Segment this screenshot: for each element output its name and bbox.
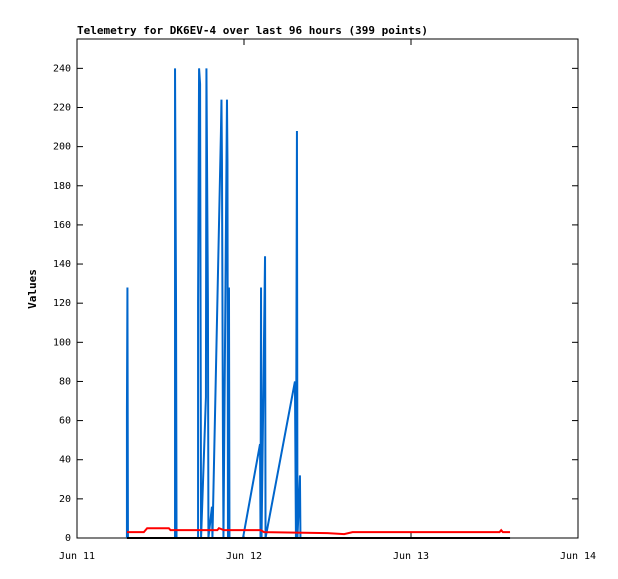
plot-frame xyxy=(76,38,579,539)
y-tick-label: 120 xyxy=(53,298,71,309)
y-tick-label: 60 xyxy=(59,416,71,427)
y-tick-label: 40 xyxy=(59,455,71,466)
y-tick-label: 240 xyxy=(53,63,71,74)
series-line xyxy=(125,68,511,539)
series-line xyxy=(126,527,511,536)
y-tick-label: 160 xyxy=(53,220,71,231)
y-tick-label: 20 xyxy=(59,494,71,505)
chart-title: Telemetry for DK6EV-4 over last 96 hours… xyxy=(77,24,428,37)
y-tick-label: 80 xyxy=(59,376,71,387)
x-tick-label: Jun 13 xyxy=(393,551,429,562)
y-tick-label: 0 xyxy=(65,533,71,544)
y-tick-label: 100 xyxy=(53,337,71,348)
y-tick-label: 180 xyxy=(53,181,71,192)
x-tick-label: Jun 12 xyxy=(226,551,262,562)
y-axis-label: Values xyxy=(26,269,39,309)
y-tick-label: 220 xyxy=(53,102,71,113)
x-tick-label: Jun 14 xyxy=(560,551,596,562)
y-tick-label: 200 xyxy=(53,142,71,153)
x-tick-label: Jun 11 xyxy=(59,551,95,562)
y-tick-label: 140 xyxy=(53,259,71,270)
